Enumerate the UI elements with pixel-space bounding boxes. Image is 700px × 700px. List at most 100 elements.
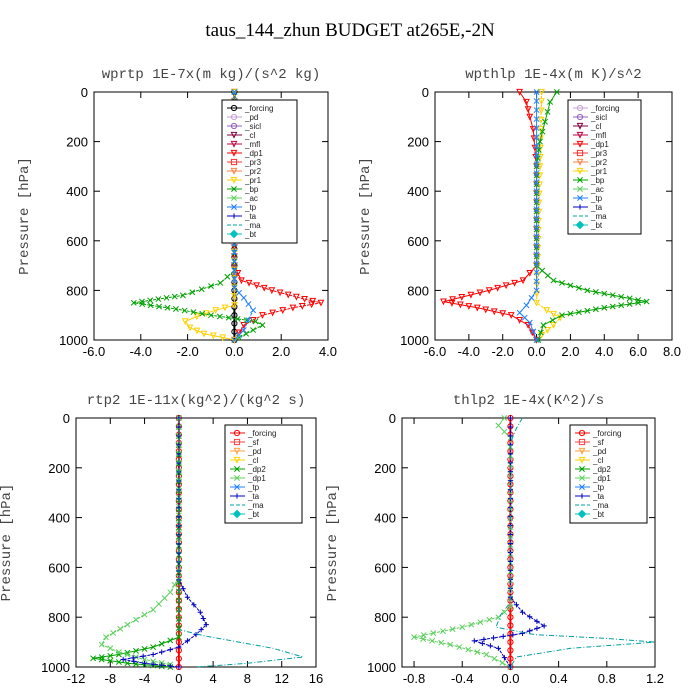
data-point [103, 634, 109, 641]
data-point [523, 98, 530, 106]
data-point [533, 143, 540, 150]
y-tick-label: 0 [63, 411, 70, 426]
data-point [184, 594, 191, 600]
data-point [175, 634, 182, 641]
data-point [115, 659, 122, 665]
data-point [526, 269, 534, 277]
data-point [289, 304, 297, 312]
data-point [536, 181, 543, 189]
legend-box [224, 424, 303, 524]
data-point [269, 309, 277, 317]
legend-entry: _dp2 [230, 465, 266, 474]
data-point [635, 299, 642, 306]
data-point [230, 293, 238, 301]
legend-entry: _pd [575, 447, 606, 456]
data-point [490, 308, 498, 316]
data-point [609, 303, 616, 310]
legend-label: _dp1 [247, 474, 266, 483]
data-point [507, 639, 514, 646]
series-line [184, 92, 235, 341]
data-point [477, 619, 484, 626]
legend-marker [576, 149, 584, 157]
legend-entry: _forcing [575, 429, 621, 438]
y-tick-label: 0 [389, 411, 396, 426]
data-point [539, 267, 546, 274]
data-point [240, 327, 247, 334]
legend-marker [579, 475, 585, 481]
data-point [550, 277, 557, 284]
data-point [507, 604, 514, 611]
data-point [176, 664, 182, 670]
data-point [236, 334, 243, 341]
legend-marker [230, 113, 238, 121]
data-point [539, 128, 546, 135]
data-point [543, 307, 551, 314]
legend-entry: _tp [227, 203, 257, 212]
data-point [236, 289, 243, 296]
legend-label: _pd [592, 447, 606, 456]
data-point [155, 296, 162, 303]
data-point [429, 637, 436, 644]
legend-marker [578, 456, 586, 464]
y-axis-label: Pressure [hPa] [0, 484, 15, 602]
legend-label: _ta [592, 492, 605, 501]
data-point [231, 249, 238, 256]
data-point [487, 643, 493, 649]
data-point [208, 312, 214, 319]
data-point [107, 645, 114, 652]
x-tick-label: 0.0 [528, 344, 546, 359]
data-point [172, 306, 179, 312]
data-point [110, 630, 117, 636]
legend-marker [231, 204, 237, 210]
legend-entry: _pd [230, 447, 261, 456]
data-point [231, 312, 238, 319]
series-line [178, 418, 304, 668]
legend-entry: _mfl [227, 140, 260, 149]
data-point [495, 645, 501, 651]
legend-label: _pd [244, 113, 258, 122]
data-point [507, 415, 514, 421]
data-point [544, 272, 551, 279]
data-point [193, 313, 201, 321]
series-line [518, 92, 538, 341]
legend-label: _dp1 [592, 474, 611, 483]
series-bp [533, 89, 650, 343]
data-point [567, 310, 574, 317]
y-tick-label: 800 [66, 283, 88, 298]
legend-marker [576, 104, 584, 112]
x-tick-label: -4 [139, 671, 151, 686]
data-point [161, 595, 168, 602]
data-point [533, 269, 540, 276]
data-point [235, 329, 243, 337]
x-tick-label: 2.0 [272, 344, 290, 359]
data-point [533, 224, 540, 231]
legend-marker [579, 493, 585, 499]
data-point [513, 602, 520, 608]
data-point [533, 179, 540, 186]
data-point [533, 242, 540, 249]
legend-marker [234, 493, 240, 499]
data-point [538, 98, 545, 106]
legend-marker [230, 149, 238, 157]
data-point [575, 284, 582, 291]
data-point [420, 636, 427, 642]
legend-entry: _cl [227, 131, 255, 140]
legend-marker [576, 113, 584, 121]
legend-entry: _cl [573, 122, 601, 131]
legend-entry: _pd [227, 113, 258, 122]
data-point [245, 301, 252, 307]
data-point [473, 304, 481, 312]
data-point [544, 108, 551, 115]
panel-title: rtp2 1E-11x(kg^2)/(kg^2 s) [87, 393, 305, 409]
data-point [537, 116, 545, 124]
data-point [458, 293, 466, 301]
legend-entry: _ta [230, 492, 260, 501]
data-point [430, 630, 437, 637]
data-point [180, 585, 186, 592]
data-point [167, 637, 174, 644]
data-point [540, 322, 547, 329]
data-point [533, 287, 540, 294]
legend-label: _ta [590, 203, 603, 212]
data-point [609, 292, 616, 299]
x-tick-label: -4.0 [458, 344, 480, 359]
